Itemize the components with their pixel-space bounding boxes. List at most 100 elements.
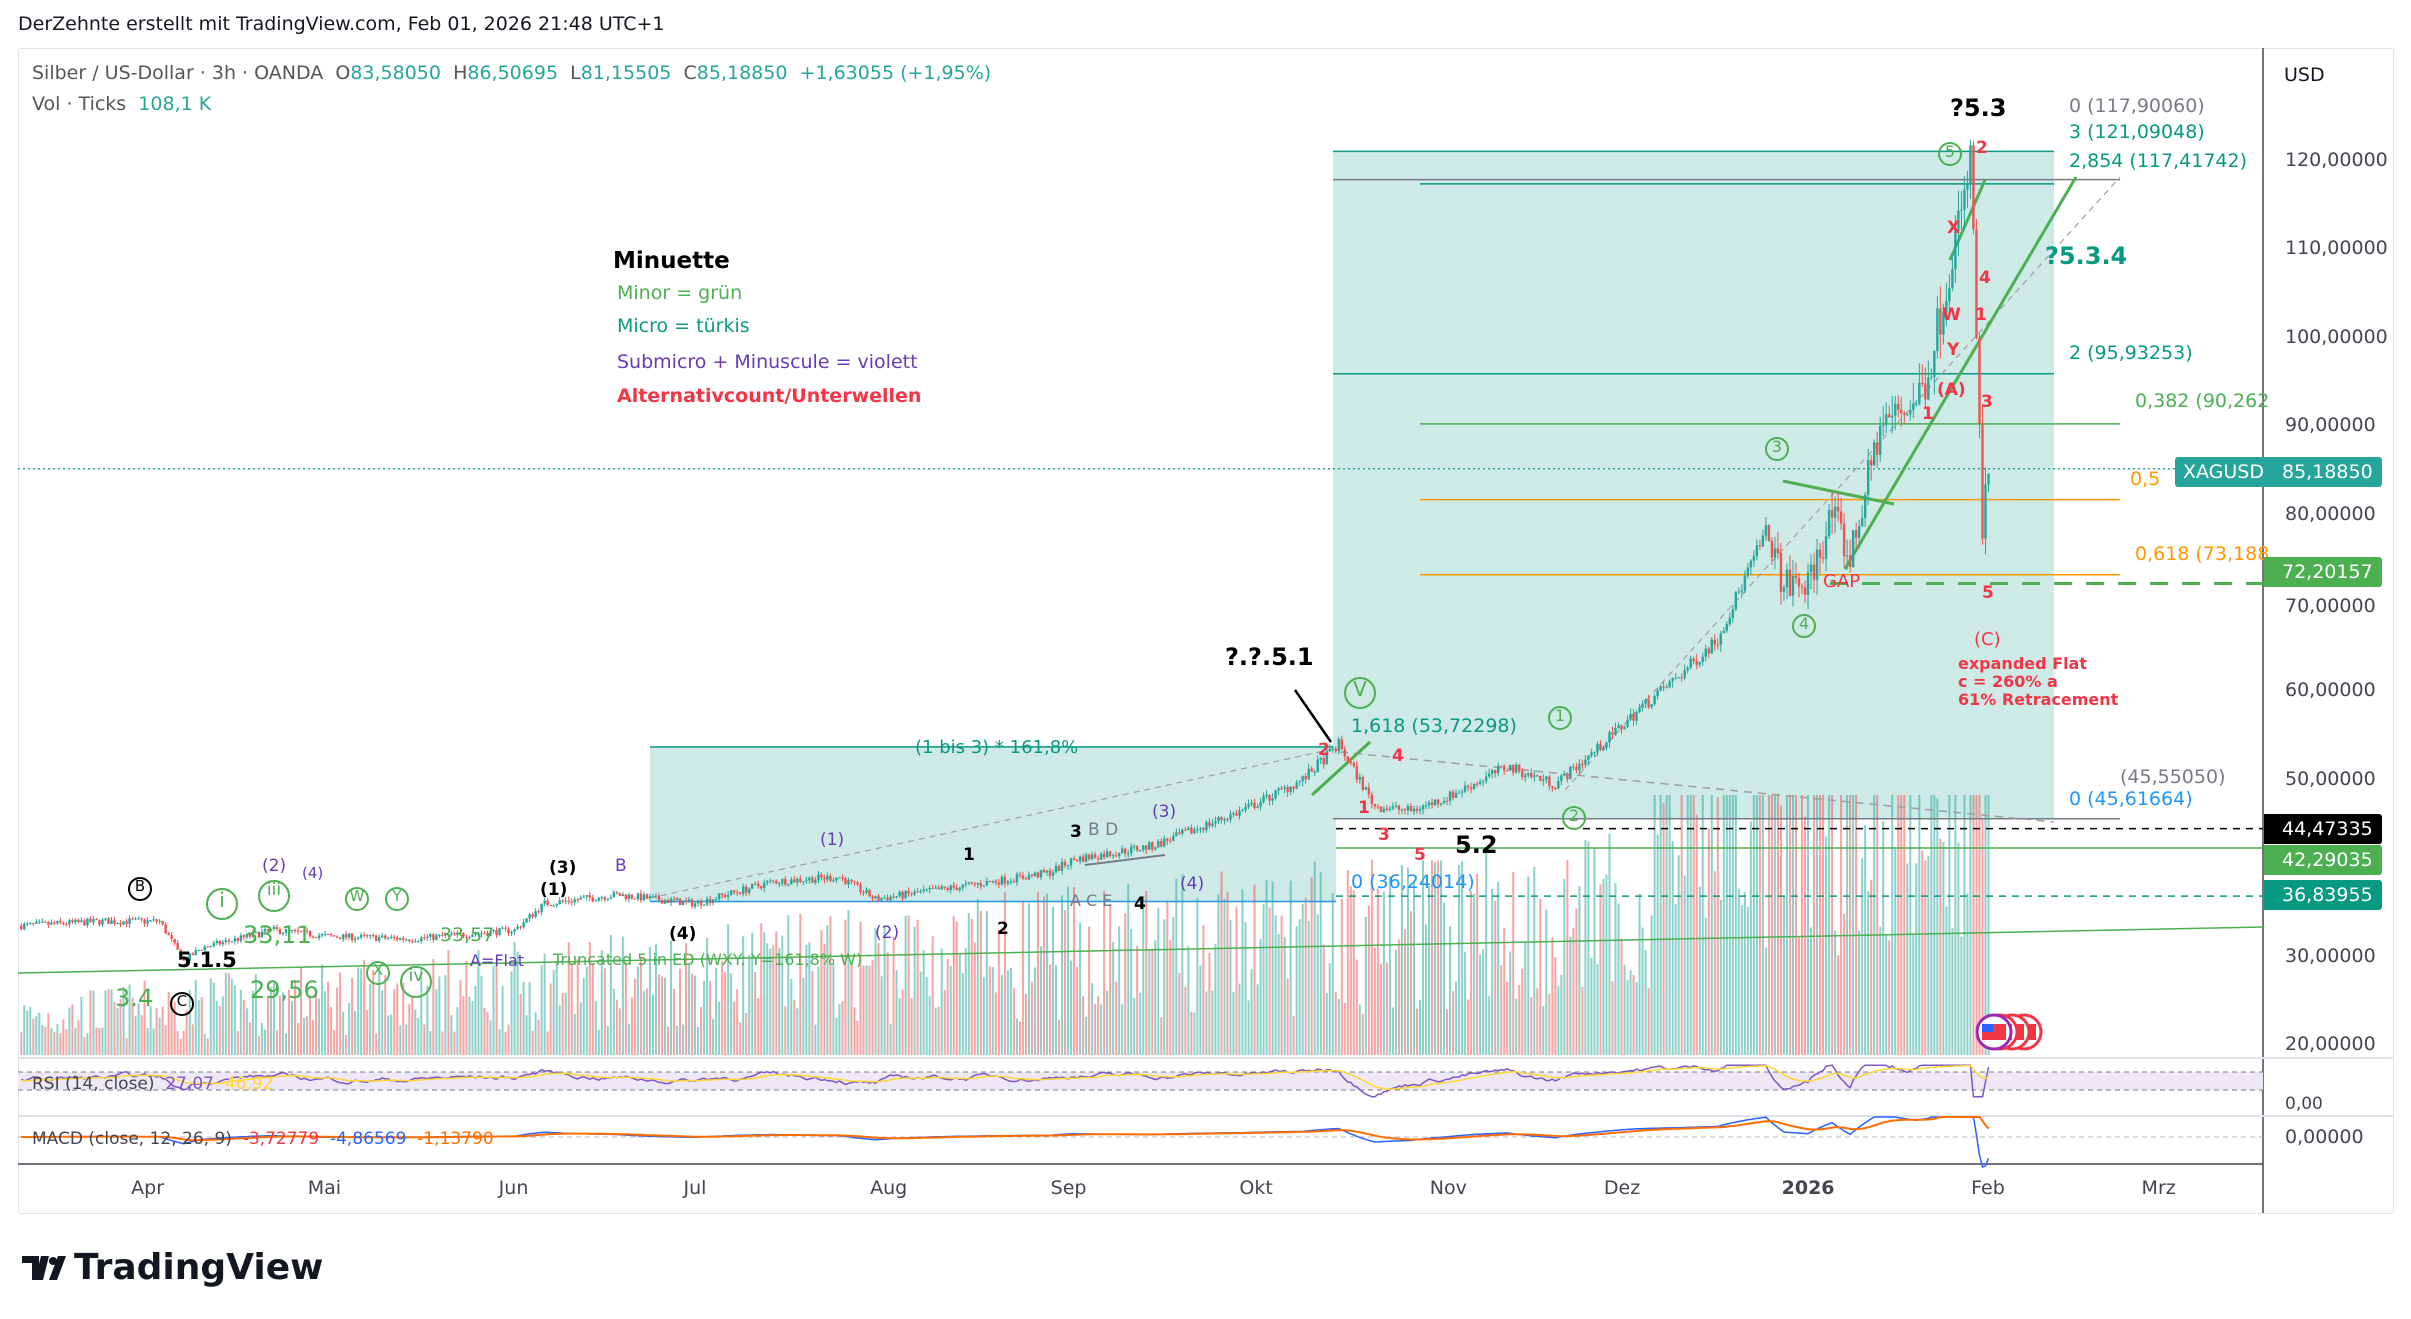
candle	[50, 919, 53, 925]
candle	[275, 924, 279, 932]
volume-bar	[197, 1000, 200, 1055]
volume-bar	[489, 1020, 492, 1055]
candle	[760, 885, 763, 890]
wave-label-52: 5.2	[1455, 831, 1498, 859]
time-axis-label: Feb	[1971, 1177, 2005, 1199]
volume-bar	[1801, 795, 1803, 1055]
violet-wave-4: (4)	[1180, 874, 1205, 894]
candle	[1827, 503, 1831, 540]
candle	[1136, 844, 1139, 853]
volume-bar	[450, 1015, 453, 1055]
volume-bar	[1406, 867, 1409, 1055]
candle	[287, 927, 291, 934]
volume-bar	[823, 943, 826, 1055]
volume-bar	[976, 899, 979, 1055]
volume-bar	[191, 1024, 194, 1055]
candle	[1761, 530, 1765, 548]
volume-bar	[1139, 992, 1142, 1055]
candle	[239, 932, 243, 944]
volume-bar	[185, 1010, 188, 1055]
volume-bar	[444, 975, 447, 1055]
candle	[468, 935, 471, 940]
candle	[1632, 709, 1635, 727]
candle	[1572, 763, 1575, 771]
red-wave-2: 2	[1318, 740, 1330, 760]
currency-button[interactable]: USD	[2284, 64, 2325, 86]
candle	[125, 918, 128, 928]
volume-bar	[245, 1008, 248, 1055]
candle	[1045, 869, 1049, 876]
candle	[378, 934, 381, 944]
volume-bar	[669, 940, 672, 1055]
volume-bar	[1686, 795, 1689, 1055]
candle	[281, 932, 285, 937]
volume-bar	[676, 1025, 679, 1055]
volume-bar	[606, 1026, 609, 1055]
candle	[979, 879, 983, 890]
time-axis-label: Mrz	[2141, 1177, 2176, 1199]
fib-extension-box	[1333, 151, 2054, 819]
candle	[513, 928, 516, 936]
volume-bar	[1620, 938, 1623, 1055]
candle	[188, 952, 191, 963]
candle	[1707, 646, 1710, 659]
candle	[898, 890, 901, 898]
volume-legend[interactable]: Vol · Ticks 108,1 K	[32, 93, 211, 115]
volume-bar	[727, 924, 730, 1055]
volume-bar	[892, 936, 895, 1055]
volume-bar	[730, 973, 733, 1055]
volume-bar	[1388, 876, 1391, 1055]
chart-pane[interactable]	[18, 48, 2394, 1214]
volume-bar	[435, 989, 438, 1055]
candle	[1650, 704, 1653, 709]
price-tag-36: 36,83955	[2264, 880, 2382, 910]
volume-bar	[1391, 1007, 1394, 1055]
tradingview-logo[interactable]: TradingView	[22, 1247, 323, 1288]
candle	[744, 884, 748, 897]
volume-bar	[378, 967, 381, 1055]
volume-bar	[194, 979, 197, 1055]
volume-bar	[1298, 919, 1301, 1055]
volume-bar	[360, 968, 363, 1055]
candle	[1518, 764, 1521, 774]
volume-bar	[1292, 1015, 1295, 1055]
volume-bar	[510, 971, 513, 1055]
symbol-legend[interactable]: Silber / US-Dollar · 3h · OANDA O83,5805…	[32, 62, 991, 84]
macd-legend[interactable]: MACD (close, 12, 26, 9) -3,72779 -4,8656…	[32, 1129, 494, 1149]
volume-bar	[1082, 995, 1085, 1055]
candle	[1524, 772, 1527, 783]
time-axis-label: Jul	[683, 1177, 707, 1199]
volume-bar	[357, 967, 360, 1055]
candle	[1608, 730, 1611, 748]
volume-bar	[516, 951, 519, 1055]
candle	[1286, 784, 1289, 798]
candle	[323, 930, 327, 937]
violet-wave-bd: B D	[1088, 820, 1119, 840]
candle	[1114, 851, 1118, 858]
candle	[29, 922, 32, 925]
rsi-legend[interactable]: RSI (14, close) 27,07 46,92	[32, 1074, 273, 1094]
volume-bar	[1954, 795, 1957, 1055]
candle	[1972, 140, 1975, 235]
volume-bar	[1617, 903, 1620, 1055]
candle	[991, 880, 995, 884]
candle	[429, 933, 432, 941]
candle	[510, 930, 513, 936]
volume-bar	[456, 1007, 459, 1055]
volume-bar	[324, 991, 327, 1055]
volume-bar	[486, 1011, 489, 1055]
low-label: L	[570, 62, 581, 84]
candle	[729, 890, 733, 896]
candle	[498, 927, 501, 936]
last-price-tag: 85,18850	[2264, 457, 2382, 487]
volume-bar	[1244, 922, 1247, 1055]
candle	[1295, 779, 1298, 790]
candle	[438, 934, 441, 939]
candle	[1202, 827, 1205, 833]
candle	[507, 926, 510, 936]
volume-bar	[1596, 963, 1599, 1055]
volume-bar	[697, 1027, 700, 1055]
candle	[471, 933, 474, 938]
price-axis-label: 30,00000	[2285, 944, 2376, 967]
